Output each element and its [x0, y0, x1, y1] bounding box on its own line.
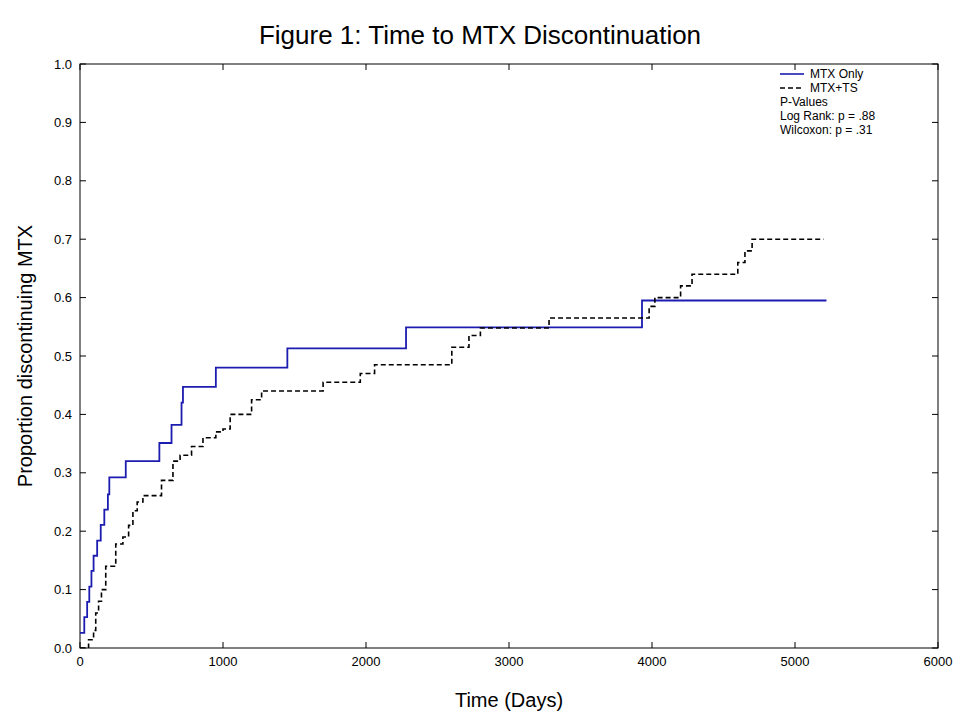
y-tick-right	[932, 297, 938, 298]
y-tick-label: 0.2	[54, 524, 72, 539]
y-tick-label: 0.4	[54, 407, 72, 422]
x-tick-top	[223, 64, 224, 70]
y-tick	[80, 122, 86, 123]
y-tick-label: 0.8	[54, 173, 72, 188]
x-tick	[80, 642, 81, 648]
x-tick-label: 3000	[495, 654, 524, 669]
x-tick-label: 0	[76, 654, 83, 669]
title: Figure 1: Time to MTX Discontinuation	[259, 20, 701, 50]
y-tick	[80, 297, 86, 298]
y-tick	[80, 356, 86, 357]
y-axis-label: Proportion discontinuing MTX	[14, 225, 36, 487]
x-tick	[223, 642, 224, 648]
x-tick-top	[795, 64, 796, 70]
y-tick	[80, 531, 86, 532]
annotation: Log Rank: p = .88	[780, 109, 875, 123]
annotation: Wilcoxon: p = .31	[780, 123, 873, 137]
x-tick	[366, 642, 367, 648]
x-tick-top	[652, 64, 653, 70]
plot-frame	[80, 64, 938, 648]
x-tick-label: 4000	[638, 654, 667, 669]
y-tick-label: 0.6	[54, 290, 72, 305]
y-tick-label: 1.0	[54, 57, 72, 72]
x-tick-label: 6000	[924, 654, 953, 669]
series-line	[80, 239, 824, 648]
series-group	[80, 239, 826, 648]
x-tick	[652, 642, 653, 648]
x-tick	[509, 642, 510, 648]
x-tick-label: 5000	[781, 654, 810, 669]
x-tick-top	[366, 64, 367, 70]
legend-swatch	[780, 87, 804, 89]
y-tick	[80, 472, 86, 473]
x-tick	[938, 642, 939, 648]
y-tick-right	[932, 180, 938, 181]
y-tick-label: 0.0	[54, 641, 72, 656]
x-tick	[795, 642, 796, 648]
x-axis-label: Time (Days)	[455, 689, 563, 711]
y-tick-right	[932, 239, 938, 240]
y-tick-label: 0.3	[54, 465, 72, 480]
y-tick-right	[932, 472, 938, 473]
y-tick-right	[932, 589, 938, 590]
y-tick	[80, 239, 86, 240]
y-tick-right	[932, 356, 938, 357]
legend-label: MTX Only	[810, 67, 863, 81]
legend-label: MTX+TS	[810, 81, 858, 95]
y-tick-label: 0.7	[54, 232, 72, 247]
annotation: P-Values	[780, 95, 828, 109]
x-tick-label: 1000	[209, 654, 238, 669]
x-tick-top	[80, 64, 81, 70]
x-tick-label: 2000	[352, 654, 381, 669]
y-tick-right	[932, 414, 938, 415]
y-tick-right	[932, 122, 938, 123]
y-tick-right	[932, 531, 938, 532]
y-tick-right	[932, 64, 938, 65]
x-tick-top	[938, 64, 939, 70]
y-tick	[80, 589, 86, 590]
chart: Figure 1: Time to MTX Discontinuation 0 10…	[0, 0, 960, 720]
y-tick-label: 0.1	[54, 582, 72, 597]
y-tick-label: 0.9	[54, 115, 72, 130]
y-tick-label: 0.5	[54, 349, 72, 364]
y-tick	[80, 414, 86, 415]
x-tick-top	[509, 64, 510, 70]
series-line	[80, 301, 826, 633]
y-tick-right	[932, 648, 938, 649]
y-tick	[80, 180, 86, 181]
legend-swatch	[780, 73, 804, 75]
y-tick	[80, 64, 86, 65]
